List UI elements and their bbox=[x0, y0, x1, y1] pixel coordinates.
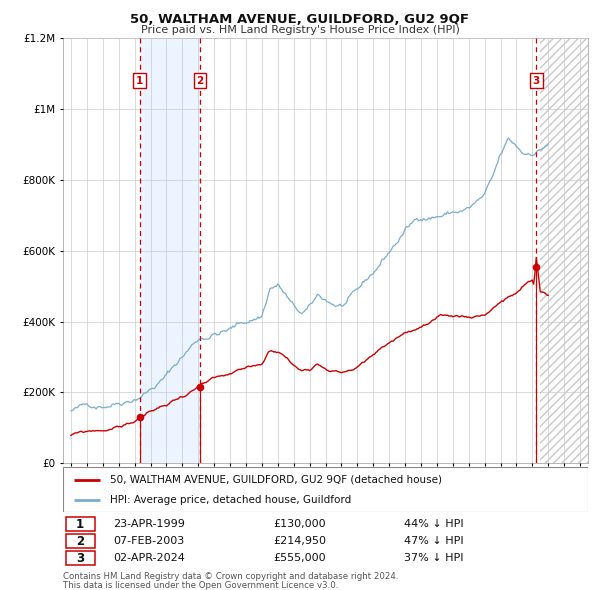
Text: 47% ↓ HPI: 47% ↓ HPI bbox=[404, 536, 464, 546]
Text: 23-APR-1999: 23-APR-1999 bbox=[113, 519, 185, 529]
Text: £555,000: £555,000 bbox=[273, 553, 326, 563]
Text: Price paid vs. HM Land Registry's House Price Index (HPI): Price paid vs. HM Land Registry's House … bbox=[140, 25, 460, 35]
Bar bbox=[140, 38, 200, 463]
Text: This data is licensed under the Open Government Licence v3.0.: This data is licensed under the Open Gov… bbox=[63, 581, 338, 589]
Text: 1: 1 bbox=[136, 76, 143, 86]
Bar bbox=[65, 533, 95, 549]
Text: Contains HM Land Registry data © Crown copyright and database right 2024.: Contains HM Land Registry data © Crown c… bbox=[63, 572, 398, 581]
Text: £214,950: £214,950 bbox=[273, 536, 326, 546]
Text: 07-FEB-2003: 07-FEB-2003 bbox=[113, 536, 184, 546]
Bar bbox=[65, 550, 95, 565]
Text: 44% ↓ HPI: 44% ↓ HPI bbox=[404, 519, 464, 529]
Bar bbox=[65, 517, 95, 532]
Text: 02-APR-2024: 02-APR-2024 bbox=[113, 553, 185, 563]
Text: £130,000: £130,000 bbox=[273, 519, 326, 529]
Text: 2: 2 bbox=[76, 535, 84, 548]
Text: 50, WALTHAM AVENUE, GUILDFORD, GU2 9QF (detached house): 50, WALTHAM AVENUE, GUILDFORD, GU2 9QF (… bbox=[110, 475, 442, 484]
Text: 2: 2 bbox=[196, 76, 203, 86]
Text: 1: 1 bbox=[76, 517, 84, 530]
Text: 37% ↓ HPI: 37% ↓ HPI bbox=[404, 553, 464, 563]
Bar bbox=[540, 38, 588, 463]
Text: 3: 3 bbox=[76, 552, 84, 565]
Text: 3: 3 bbox=[533, 76, 540, 86]
Text: 50, WALTHAM AVENUE, GUILDFORD, GU2 9QF: 50, WALTHAM AVENUE, GUILDFORD, GU2 9QF bbox=[131, 13, 470, 26]
Text: HPI: Average price, detached house, Guildford: HPI: Average price, detached house, Guil… bbox=[110, 496, 352, 506]
